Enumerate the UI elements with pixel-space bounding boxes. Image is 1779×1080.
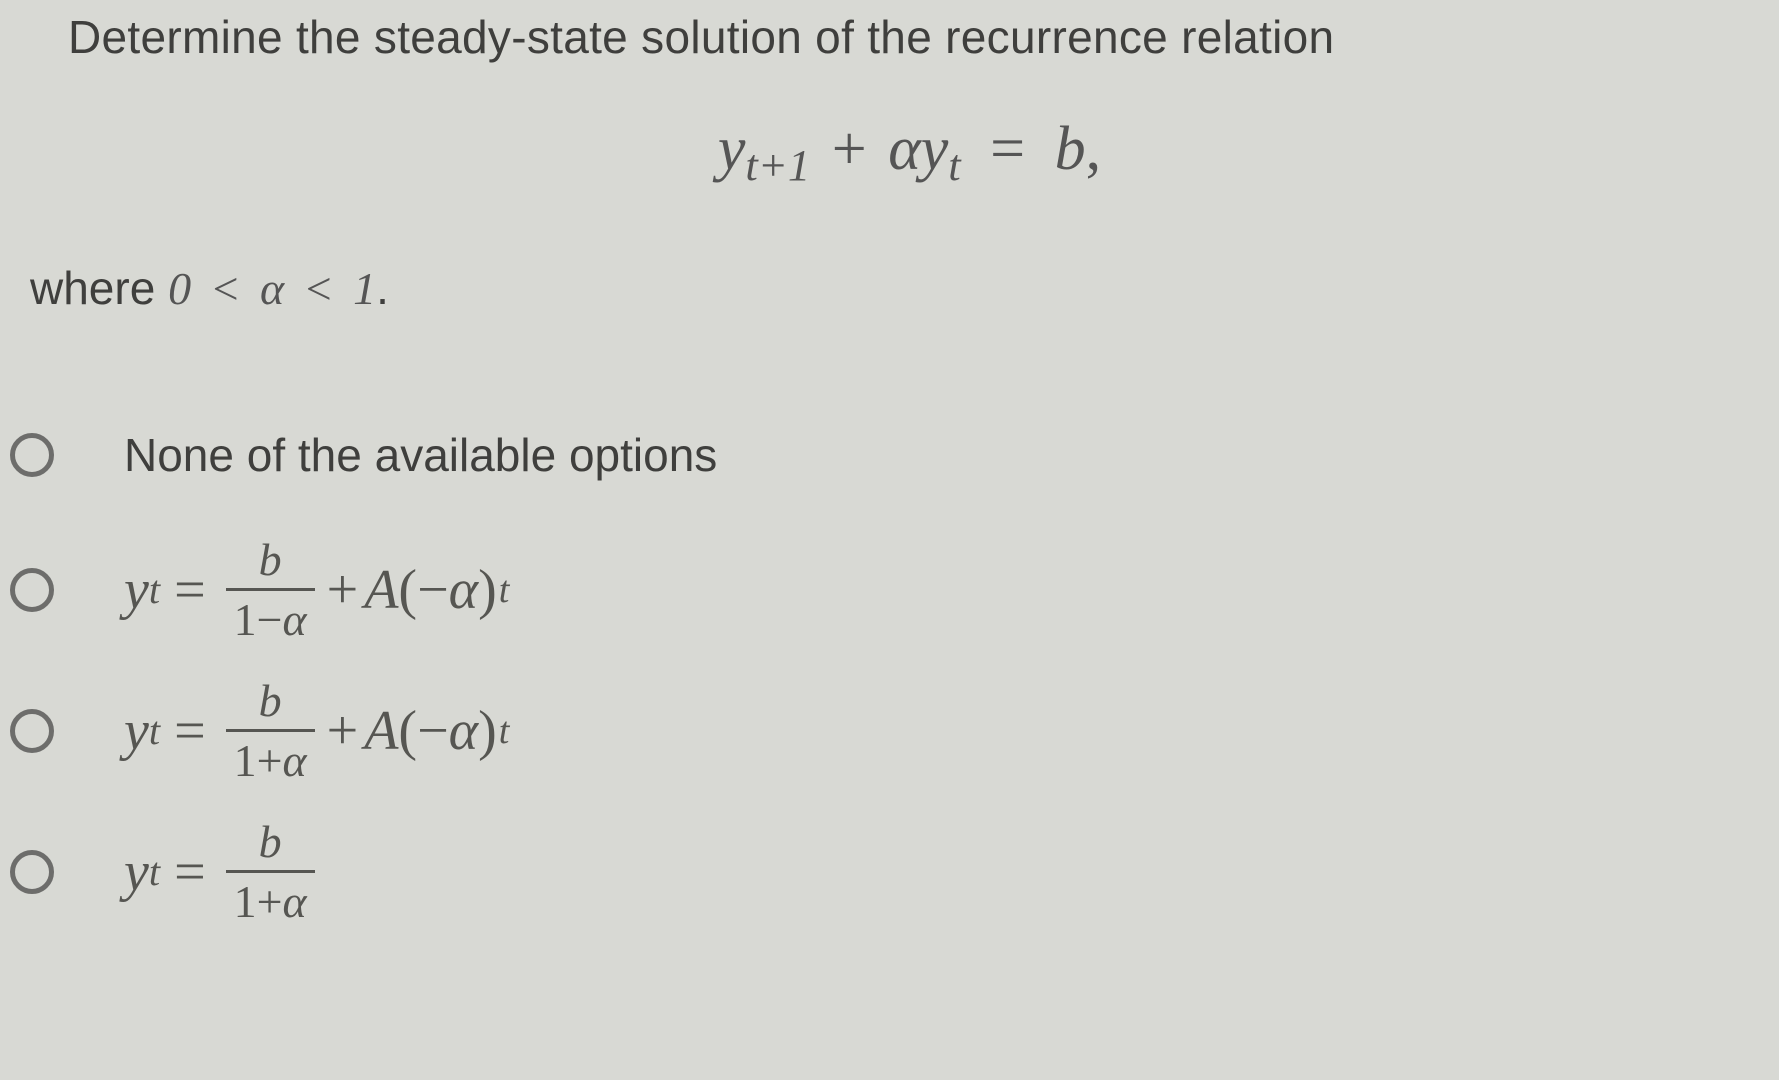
options-list: None of the available options yt = b 1−α… [10,405,1719,928]
opt3-frac: b 1+α [226,815,315,928]
radio-icon[interactable] [10,568,54,612]
eqn-alpha: α [888,115,921,183]
option-math-2: yt = b 1+α + A(−α)t [124,674,509,787]
opt3-den: 1+α [226,870,315,928]
opt1-lp: ( [398,558,417,622]
opt1-frac: b 1−α [226,533,315,646]
opt1-exp: t [499,568,510,612]
condition-zero: 0 [168,263,191,314]
opt1-den: 1−α [226,588,315,646]
opt2-exp: t [499,709,510,753]
opt2-lp: ( [398,699,417,763]
opt2-plus: + [321,699,365,763]
opt1-A: A [364,558,398,622]
opt2-rp: ) [478,699,497,763]
option-row-2[interactable]: yt = b 1+α + A(−α)t [10,674,1719,787]
option-row-3[interactable]: yt = b 1+α [10,815,1719,928]
opt2-eq: = [160,699,220,763]
opt2-A: A [364,699,398,763]
opt2-neg: − [417,699,449,763]
condition-prefix: where [30,262,168,314]
eqn-equals: = [976,115,1039,183]
condition-text: where 0 < α < 1. [30,261,1719,315]
condition-period: . [376,262,389,314]
opt1-arg: α [449,558,478,622]
option-row-1[interactable]: yt = b 1−α + A(−α)t [10,533,1719,646]
opt1-eq: = [160,558,220,622]
opt1-num: b [251,533,290,588]
eqn-plus: + [826,115,873,183]
opt2-den: 1+α [226,729,315,787]
radio-icon[interactable] [10,709,54,753]
option-math-3: yt = b 1+α [124,815,321,928]
condition-alpha: α [260,263,284,314]
opt3-num: b [251,815,290,870]
opt1-y: y [124,558,149,622]
main-equation: yt+1 + αyt = b, [100,114,1719,191]
opt2-frac: b 1+α [226,674,315,787]
eqn-sub1: t+1 [745,140,810,190]
opt3-eq: = [160,840,220,904]
eqn-rhs: b [1055,115,1086,183]
eqn-y1: y [718,115,746,183]
condition-lt2: < [296,263,342,314]
opt1-sub: t [149,566,160,613]
opt1-neg: − [417,558,449,622]
question-text: Determine the steady-state solution of t… [68,10,1719,64]
radio-icon[interactable] [10,433,54,477]
opt3-sub: t [149,848,160,895]
opt3-y: y [124,840,149,904]
opt1-plus: + [321,558,365,622]
opt2-sub: t [149,707,160,754]
option-label-0: None of the available options [124,428,717,482]
condition-one: 1 [353,263,376,314]
radio-icon[interactable] [10,850,54,894]
eqn-comma: , [1086,115,1102,183]
opt2-arg: α [449,699,478,763]
condition-lt1: < [203,263,249,314]
option-math-1: yt = b 1−α + A(−α)t [124,533,509,646]
opt2-y: y [124,699,149,763]
opt1-rp: ) [478,558,497,622]
eqn-y2: y [921,115,949,183]
eqn-sub2: t [948,140,960,190]
opt2-num: b [251,674,290,729]
option-row-0[interactable]: None of the available options [10,405,1719,505]
